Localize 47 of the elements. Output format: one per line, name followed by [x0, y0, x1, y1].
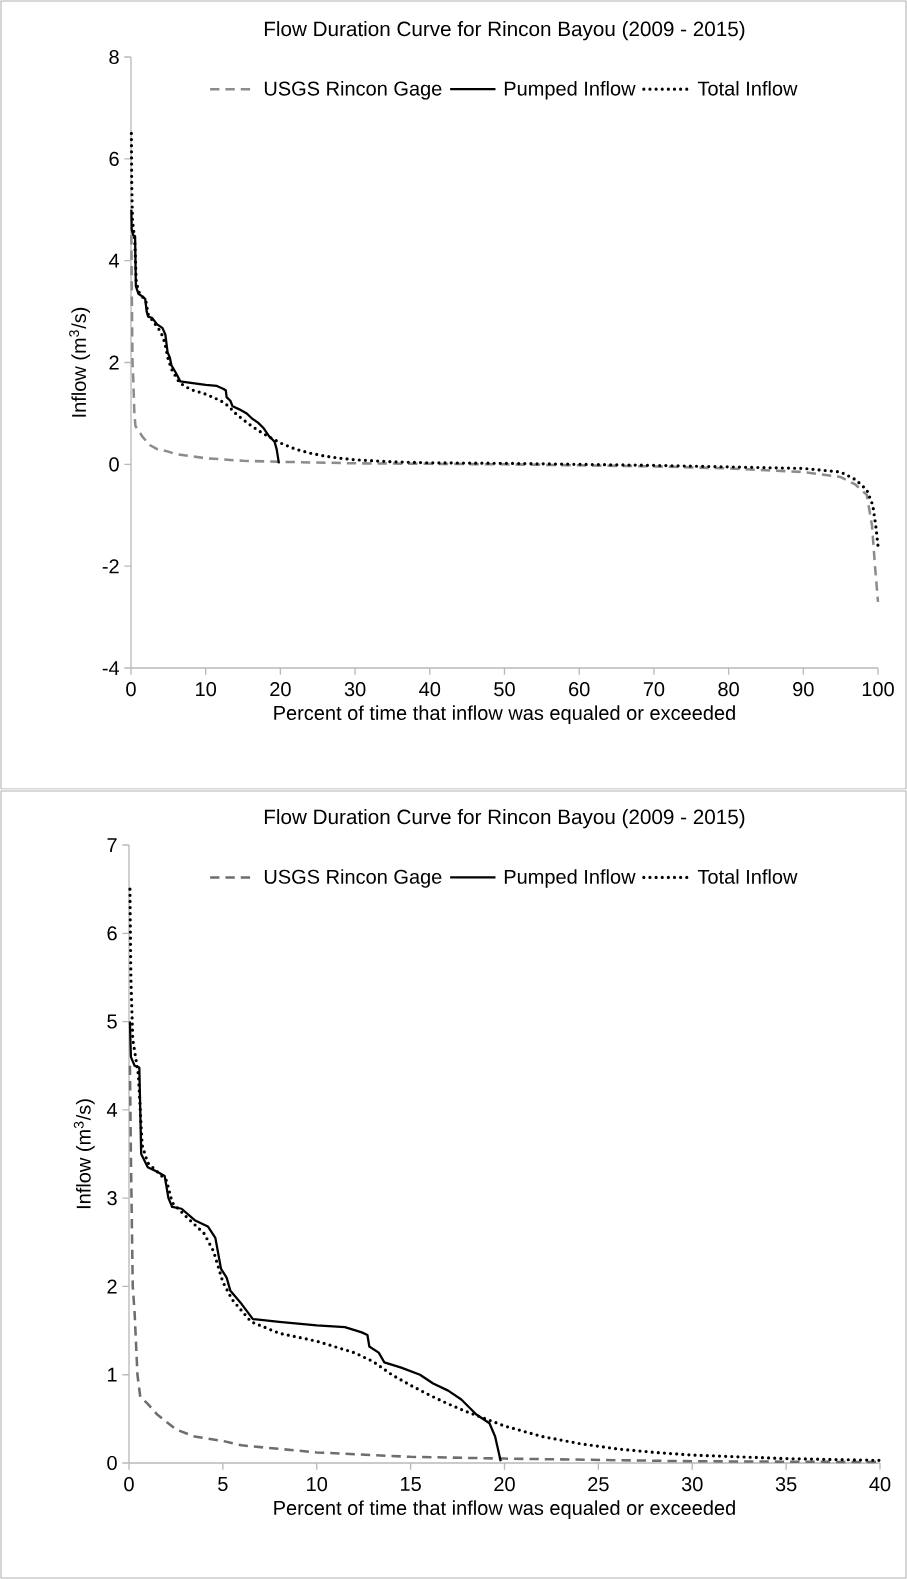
y-tick-label: 7: [107, 838, 117, 852]
y-tick-label: 3: [107, 1191, 117, 1206]
y-axis-title: Inflow (m$^{3}$/s): [73, 1099, 95, 1209]
y-tick-label: 4: [106, 1102, 118, 1117]
x-axis-title: Percent of time that inflow was equaled or exceeded: [274, 705, 735, 724]
legend-label: Pumped Inflow: [504, 80, 636, 100]
x-tick-label: 25: [588, 1477, 609, 1492]
x-axis-title: Percent of time that inflow was equaled or exceeded: [274, 1500, 735, 1519]
x-tick-label: 40: [419, 682, 441, 697]
legend-label: Total Inflow: [697, 80, 798, 96]
x-tick-label: 50: [494, 682, 515, 697]
legend-label: USGS Rincon Gage: [264, 869, 442, 888]
y-tick-label: -4: [102, 661, 120, 675]
legend-label: Pumped Inflow: [504, 869, 636, 888]
x-tick-label: 10: [196, 682, 217, 697]
x-tick-label: 35: [775, 1477, 797, 1492]
y-tick-label: 1: [108, 1367, 117, 1382]
chart-title: Flow Duration Curve for Rincon Bayou (2009 - 2015): [264, 21, 745, 41]
y-tick-label: 4: [108, 253, 120, 268]
x-tick-label: 10: [307, 1477, 328, 1492]
x-tick-label: 100: [862, 682, 894, 697]
x-tick-label: 70: [643, 682, 665, 697]
x-tick-label: 80: [718, 682, 739, 697]
y-axis-title: Inflow (m$^{3}$/s): [69, 307, 91, 417]
x-tick-label: 15: [401, 1477, 421, 1491]
y-tick-label: -2: [102, 559, 119, 574]
x-tick-label: 0: [126, 682, 136, 697]
y-tick-label: 2: [109, 355, 119, 370]
x-tick-label: 30: [344, 682, 366, 697]
x-tick-label: 90: [793, 682, 814, 697]
y-tick-label: 2: [107, 1279, 117, 1294]
y-tick-label: 0: [109, 457, 119, 472]
y-tick-label: 5: [107, 1014, 117, 1029]
y-tick-label: 8: [109, 49, 119, 65]
x-tick-label: 60: [569, 682, 590, 697]
x-tick-label: 40: [869, 1477, 891, 1492]
chart-title: Flow Duration Curve for Rincon Bayou (2009 - 2015): [264, 809, 745, 829]
x-tick-label: 20: [494, 1477, 515, 1492]
y-tick-label: 0: [107, 1455, 117, 1471]
x-tick-label: 20: [270, 682, 291, 697]
x-tick-label: 0: [124, 1477, 134, 1492]
legend-label: Total Inflow: [697, 869, 798, 884]
x-tick-label: 30: [681, 1477, 703, 1492]
x-tick-label: 5: [218, 1477, 228, 1491]
y-tick-label: 6: [107, 926, 117, 941]
y-tick-label: 6: [109, 151, 119, 166]
legend-label: USGS Rincon Gage: [264, 80, 442, 100]
